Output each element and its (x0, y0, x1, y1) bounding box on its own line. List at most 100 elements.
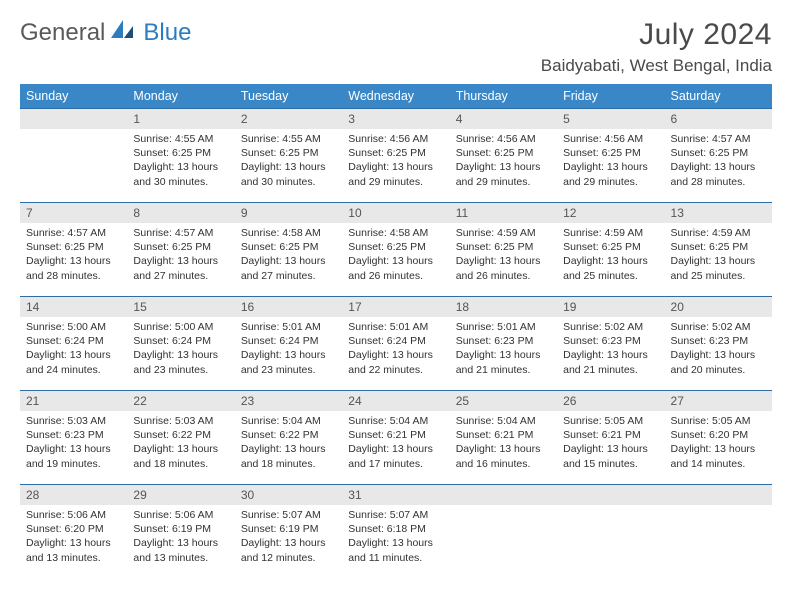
day-number: 9 (235, 203, 342, 223)
day-number: 4 (450, 109, 557, 129)
day-cell: 31Sunrise: 5:07 AMSunset: 6:18 PMDayligh… (342, 485, 449, 579)
day-details: Sunrise: 5:02 AMSunset: 6:23 PMDaylight:… (665, 317, 772, 381)
day-details: Sunrise: 4:56 AMSunset: 6:25 PMDaylight:… (450, 129, 557, 193)
day-cell: 26Sunrise: 5:05 AMSunset: 6:21 PMDayligh… (557, 391, 664, 485)
day-details: Sunrise: 5:05 AMSunset: 6:21 PMDaylight:… (557, 411, 664, 475)
day-details: Sunrise: 5:04 AMSunset: 6:21 PMDaylight:… (342, 411, 449, 475)
day-details: Sunrise: 5:06 AMSunset: 6:20 PMDaylight:… (20, 505, 127, 569)
day-number: 29 (127, 485, 234, 505)
location: Baidyabati, West Bengal, India (541, 56, 772, 76)
day-details: Sunrise: 5:01 AMSunset: 6:24 PMDaylight:… (342, 317, 449, 381)
empty-cell (665, 485, 772, 579)
day-cell: 29Sunrise: 5:06 AMSunset: 6:19 PMDayligh… (127, 485, 234, 579)
calendar-head: SundayMondayTuesdayWednesdayThursdayFrid… (20, 84, 772, 109)
day-number: 8 (127, 203, 234, 223)
day-details: Sunrise: 4:59 AMSunset: 6:25 PMDaylight:… (557, 223, 664, 287)
day-number: 21 (20, 391, 127, 411)
day-details: Sunrise: 5:07 AMSunset: 6:18 PMDaylight:… (342, 505, 449, 569)
day-number: 30 (235, 485, 342, 505)
day-number: 31 (342, 485, 449, 505)
dayname-thursday: Thursday (450, 84, 557, 109)
day-cell: 23Sunrise: 5:04 AMSunset: 6:22 PMDayligh… (235, 391, 342, 485)
dayname-tuesday: Tuesday (235, 84, 342, 109)
day-number: 17 (342, 297, 449, 317)
day-cell: 24Sunrise: 5:04 AMSunset: 6:21 PMDayligh… (342, 391, 449, 485)
day-details: Sunrise: 4:58 AMSunset: 6:25 PMDaylight:… (342, 223, 449, 287)
title-block: July 2024 Baidyabati, West Bengal, India (541, 18, 772, 76)
day-cell: 27Sunrise: 5:05 AMSunset: 6:20 PMDayligh… (665, 391, 772, 485)
day-details: Sunrise: 4:55 AMSunset: 6:25 PMDaylight:… (127, 129, 234, 193)
day-cell: 14Sunrise: 5:00 AMSunset: 6:24 PMDayligh… (20, 297, 127, 391)
day-details: Sunrise: 4:57 AMSunset: 6:25 PMDaylight:… (127, 223, 234, 287)
dayname-saturday: Saturday (665, 84, 772, 109)
day-number (450, 485, 557, 505)
day-cell: 13Sunrise: 4:59 AMSunset: 6:25 PMDayligh… (665, 203, 772, 297)
day-details: Sunrise: 4:59 AMSunset: 6:25 PMDaylight:… (450, 223, 557, 287)
day-details: Sunrise: 5:04 AMSunset: 6:21 PMDaylight:… (450, 411, 557, 475)
day-number: 3 (342, 109, 449, 129)
day-number (20, 109, 127, 129)
day-details: Sunrise: 5:00 AMSunset: 6:24 PMDaylight:… (127, 317, 234, 381)
week-row: 14Sunrise: 5:00 AMSunset: 6:24 PMDayligh… (20, 297, 772, 391)
day-details: Sunrise: 5:04 AMSunset: 6:22 PMDaylight:… (235, 411, 342, 475)
day-number: 28 (20, 485, 127, 505)
week-row: 28Sunrise: 5:06 AMSunset: 6:20 PMDayligh… (20, 485, 772, 579)
day-number: 5 (557, 109, 664, 129)
calendar-body: 1Sunrise: 4:55 AMSunset: 6:25 PMDaylight… (20, 109, 772, 579)
brand-text-1: General (20, 19, 105, 47)
day-details: Sunrise: 4:57 AMSunset: 6:25 PMDaylight:… (665, 129, 772, 193)
day-number: 18 (450, 297, 557, 317)
day-details: Sunrise: 5:01 AMSunset: 6:23 PMDaylight:… (450, 317, 557, 381)
week-row: 1Sunrise: 4:55 AMSunset: 6:25 PMDaylight… (20, 109, 772, 203)
day-cell: 30Sunrise: 5:07 AMSunset: 6:19 PMDayligh… (235, 485, 342, 579)
day-cell: 6Sunrise: 4:57 AMSunset: 6:25 PMDaylight… (665, 109, 772, 203)
day-cell: 7Sunrise: 4:57 AMSunset: 6:25 PMDaylight… (20, 203, 127, 297)
day-cell: 17Sunrise: 5:01 AMSunset: 6:24 PMDayligh… (342, 297, 449, 391)
day-details: Sunrise: 5:06 AMSunset: 6:19 PMDaylight:… (127, 505, 234, 569)
day-number: 22 (127, 391, 234, 411)
day-details: Sunrise: 5:03 AMSunset: 6:23 PMDaylight:… (20, 411, 127, 475)
day-number: 12 (557, 203, 664, 223)
day-number: 11 (450, 203, 557, 223)
day-number (557, 485, 664, 505)
day-number: 14 (20, 297, 127, 317)
dayname-friday: Friday (557, 84, 664, 109)
day-details: Sunrise: 5:01 AMSunset: 6:24 PMDaylight:… (235, 317, 342, 381)
day-number: 25 (450, 391, 557, 411)
day-details: Sunrise: 5:02 AMSunset: 6:23 PMDaylight:… (557, 317, 664, 381)
empty-cell (20, 109, 127, 203)
empty-cell (557, 485, 664, 579)
day-cell: 5Sunrise: 4:56 AMSunset: 6:25 PMDaylight… (557, 109, 664, 203)
day-cell: 22Sunrise: 5:03 AMSunset: 6:22 PMDayligh… (127, 391, 234, 485)
day-cell: 8Sunrise: 4:57 AMSunset: 6:25 PMDaylight… (127, 203, 234, 297)
day-details: Sunrise: 5:00 AMSunset: 6:24 PMDaylight:… (20, 317, 127, 381)
day-cell: 10Sunrise: 4:58 AMSunset: 6:25 PMDayligh… (342, 203, 449, 297)
day-number: 20 (665, 297, 772, 317)
day-cell: 4Sunrise: 4:56 AMSunset: 6:25 PMDaylight… (450, 109, 557, 203)
empty-cell (450, 485, 557, 579)
day-number: 23 (235, 391, 342, 411)
day-number: 27 (665, 391, 772, 411)
day-cell: 21Sunrise: 5:03 AMSunset: 6:23 PMDayligh… (20, 391, 127, 485)
day-cell: 2Sunrise: 4:55 AMSunset: 6:25 PMDaylight… (235, 109, 342, 203)
day-number: 2 (235, 109, 342, 129)
day-cell: 28Sunrise: 5:06 AMSunset: 6:20 PMDayligh… (20, 485, 127, 579)
day-details: Sunrise: 4:57 AMSunset: 6:25 PMDaylight:… (20, 223, 127, 287)
day-details: Sunrise: 4:59 AMSunset: 6:25 PMDaylight:… (665, 223, 772, 287)
day-cell: 18Sunrise: 5:01 AMSunset: 6:23 PMDayligh… (450, 297, 557, 391)
day-details: Sunrise: 5:03 AMSunset: 6:22 PMDaylight:… (127, 411, 234, 475)
month-title: July 2024 (541, 18, 772, 52)
day-details: Sunrise: 4:55 AMSunset: 6:25 PMDaylight:… (235, 129, 342, 193)
day-details: Sunrise: 5:05 AMSunset: 6:20 PMDaylight:… (665, 411, 772, 475)
day-cell: 16Sunrise: 5:01 AMSunset: 6:24 PMDayligh… (235, 297, 342, 391)
day-cell: 12Sunrise: 4:59 AMSunset: 6:25 PMDayligh… (557, 203, 664, 297)
day-number (665, 485, 772, 505)
day-cell: 19Sunrise: 5:02 AMSunset: 6:23 PMDayligh… (557, 297, 664, 391)
day-number: 24 (342, 391, 449, 411)
day-number: 7 (20, 203, 127, 223)
day-details: Sunrise: 4:56 AMSunset: 6:25 PMDaylight:… (342, 129, 449, 193)
day-number: 1 (127, 109, 234, 129)
brand-logo: General Blue (20, 18, 191, 47)
day-number: 26 (557, 391, 664, 411)
day-details: Sunrise: 4:58 AMSunset: 6:25 PMDaylight:… (235, 223, 342, 287)
